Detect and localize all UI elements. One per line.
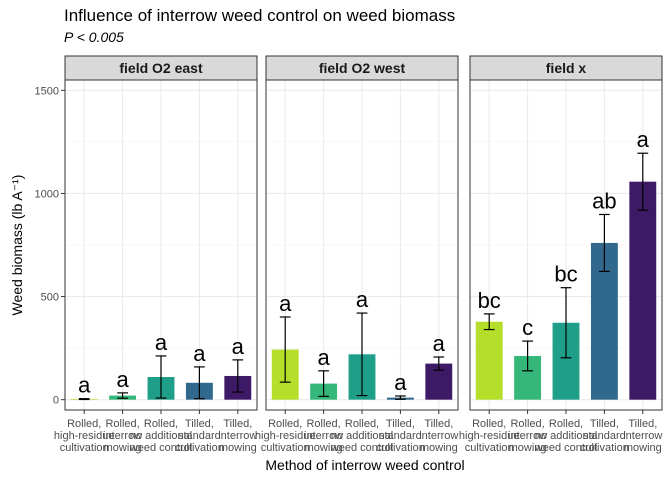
facet-strip bbox=[64, 55, 258, 81]
x-tick-label-line: Tilled, bbox=[424, 418, 453, 430]
x-tick-label-line: Rolled, bbox=[105, 418, 139, 430]
x-tick-label-line: Tilled, bbox=[386, 418, 415, 430]
x-tick-label-line: cultivation bbox=[175, 442, 224, 454]
x-tick-label-line: cultivation bbox=[580, 442, 629, 454]
facet-strip-label: field O2 west bbox=[319, 60, 406, 76]
significance-letter: bc bbox=[478, 288, 501, 313]
x-tick-label-line: no additional bbox=[130, 430, 192, 442]
x-tick-label: Rolled, high-residue cultivation bbox=[255, 418, 316, 454]
x-tick-label-line: interrow bbox=[103, 430, 142, 442]
x-tick-label: Tilled, interrow mowing bbox=[419, 418, 458, 454]
x-tick-label-line: high-residue bbox=[54, 430, 115, 442]
x-tick-label-line: mowing bbox=[305, 442, 343, 454]
x-tick-label-line: weed control bbox=[534, 442, 597, 454]
x-tick-label-line: Rolled, bbox=[472, 418, 506, 430]
x-tick-label-line: Rolled, bbox=[510, 418, 544, 430]
x-tick-label-line: mowing bbox=[420, 442, 458, 454]
x-tick-label: Rolled, no additional weed control bbox=[534, 418, 597, 454]
x-tick-label-line: Rolled, bbox=[549, 418, 583, 430]
x-tick-label-line: Rolled, bbox=[67, 418, 101, 430]
x-tick-label-line: Rolled, bbox=[144, 418, 178, 430]
x-tick-label-line: Tilled, bbox=[590, 418, 619, 430]
significance-letter: a bbox=[193, 341, 206, 366]
x-tick-label: Rolled, no additional weed control bbox=[330, 418, 393, 454]
x-tick-label-line: mowing bbox=[624, 442, 662, 454]
chart-title: Influence of interrow weed control on we… bbox=[64, 6, 455, 25]
x-tick-label-line: mowing bbox=[509, 442, 547, 454]
x-tick-label-line: interrow bbox=[304, 430, 343, 442]
significance-letter: ab bbox=[592, 188, 616, 213]
x-tick-label: Tilled, interrow mowing bbox=[218, 418, 257, 454]
x-tick-label-line: no additional bbox=[331, 430, 393, 442]
x-tick-label-line: cultivation bbox=[261, 442, 310, 454]
facet-strip-label: field x bbox=[546, 60, 587, 76]
x-tick-label: Rolled, high-residue cultivation bbox=[54, 418, 115, 454]
bar bbox=[629, 181, 657, 400]
x-axis-title: Method of interrow weed control bbox=[265, 457, 464, 473]
significance-letter: a bbox=[155, 330, 168, 355]
significance-letter: a bbox=[78, 373, 91, 398]
x-tick-label-line: Rolled, bbox=[268, 418, 302, 430]
x-tick-label: Rolled, interrow mowing bbox=[508, 418, 547, 454]
y-tick-label: 0 bbox=[53, 395, 59, 407]
significance-letter: a bbox=[317, 345, 330, 370]
x-tick-label-line: high-residue bbox=[459, 430, 520, 442]
x-tick-label-line: Rolled, bbox=[306, 418, 340, 430]
significance-letter: a bbox=[637, 127, 650, 152]
x-tick-label-line: mowing bbox=[219, 442, 257, 454]
x-tick-label-line: weed control bbox=[129, 442, 192, 454]
x-tick-label: Rolled, interrow mowing bbox=[304, 418, 343, 454]
x-tick-label: Tilled, standard cultivation bbox=[580, 418, 629, 454]
x-tick-label-line: cultivation bbox=[465, 442, 514, 454]
x-tick-label-line: standard bbox=[583, 430, 626, 442]
significance-letter: a bbox=[232, 334, 245, 359]
x-tick-label-line: interrow bbox=[218, 430, 257, 442]
x-tick-label-line: Tilled, bbox=[185, 418, 214, 430]
x-tick-label-line: cultivation bbox=[376, 442, 425, 454]
x-tick-label-line: interrow bbox=[623, 430, 662, 442]
significance-letter: a bbox=[116, 367, 129, 392]
x-tick-label: Tilled, interrow mowing bbox=[623, 418, 662, 454]
x-tick-label: Rolled, high-residue cultivation bbox=[459, 418, 520, 454]
significance-letter: a bbox=[356, 287, 369, 312]
chart-subtitle: P < 0.005 bbox=[64, 29, 124, 45]
significance-letter: a bbox=[433, 331, 446, 356]
bar bbox=[475, 321, 503, 400]
x-tick-label-line: weed control bbox=[330, 442, 393, 454]
y-tick-label: 500 bbox=[41, 292, 59, 304]
x-tick-label-line: cultivation bbox=[60, 442, 109, 454]
x-tick-label-line: mowing bbox=[104, 442, 142, 454]
x-tick-label: Rolled, interrow mowing bbox=[103, 418, 142, 454]
y-tick-label: 1500 bbox=[35, 85, 59, 97]
facet-strip bbox=[469, 55, 663, 81]
significance-letter: bc bbox=[554, 262, 577, 287]
x-tick-label-line: no additional bbox=[535, 430, 597, 442]
x-tick-label-line: high-residue bbox=[255, 430, 316, 442]
facet-strip bbox=[265, 55, 459, 81]
y-tick-label: 1000 bbox=[35, 188, 59, 200]
x-tick-label-line: interrow bbox=[419, 430, 458, 442]
x-tick-label: Tilled, standard cultivation bbox=[175, 418, 224, 454]
y-axis-title: Weed biomass (lb A⁻¹) bbox=[9, 175, 25, 316]
significance-letter: c bbox=[522, 315, 533, 340]
x-tick-label-line: Tilled, bbox=[628, 418, 657, 430]
x-tick-label-line: standard bbox=[178, 430, 221, 442]
x-tick-label: Tilled, standard cultivation bbox=[376, 418, 425, 454]
significance-letter: a bbox=[279, 291, 292, 316]
significance-letter: a bbox=[394, 370, 407, 395]
x-tick-label-line: Tilled, bbox=[223, 418, 252, 430]
x-tick-label-line: Rolled, bbox=[345, 418, 379, 430]
x-tick-label-line: standard bbox=[379, 430, 422, 442]
x-tick-label-line: interrow bbox=[508, 430, 547, 442]
facet-strip-label: field O2 east bbox=[119, 60, 203, 76]
x-tick-label: Rolled, no additional weed control bbox=[129, 418, 192, 454]
